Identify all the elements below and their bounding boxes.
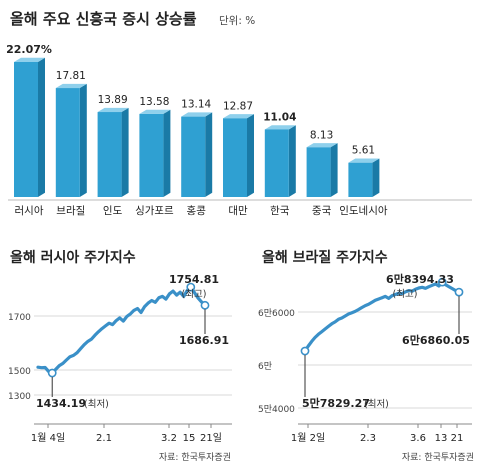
bar-3 xyxy=(139,114,163,197)
bar-value-label-2: 13.89 xyxy=(98,94,128,106)
x-tick-label-0: 1월 4일 xyxy=(31,432,65,444)
bar-side-7 xyxy=(331,143,338,197)
bar-value-label-3: 13.58 xyxy=(139,96,169,108)
brazil-chart-title: 올해 브라질 주가지수 xyxy=(262,249,388,266)
y-tick-label-2: 1700 xyxy=(8,313,31,323)
low-value-label: 1434.19 xyxy=(36,397,86,410)
bar-7 xyxy=(307,147,331,197)
brazil-source-note: 자료: 한국투자증권 xyxy=(402,451,474,463)
russia-chart-title: 올해 러시아 주가지수 xyxy=(10,249,136,266)
x-tick-label-1: 2.3 xyxy=(360,433,376,444)
bar-6 xyxy=(265,129,289,197)
y-tick-label-0: 1300 xyxy=(8,392,31,402)
bar-8 xyxy=(348,163,372,197)
y-tick-label-1: 1500 xyxy=(8,367,31,377)
bar-side-4 xyxy=(205,112,212,197)
russia-index-line-chart: 올해 러시아 주가지수 1300 1500 1700 1월 4일 2.1 3.2 15 21일… xyxy=(0,235,240,471)
high-value-label: 1754.81 xyxy=(169,273,219,286)
bar-category-label-5: 대만 xyxy=(228,205,248,217)
bar-side-0 xyxy=(38,58,45,197)
bar-2 xyxy=(98,112,122,197)
bar-side-3 xyxy=(163,110,170,197)
bar-chart-title: 올해 주요 신흥국 증시 상승률 xyxy=(10,10,197,28)
bar-side-5 xyxy=(247,114,254,197)
bar-1 xyxy=(56,88,80,197)
high-value-label: 6만8394.33 xyxy=(386,272,454,286)
x-tick-label-4: 21일 xyxy=(200,432,222,444)
bar-side-1 xyxy=(80,84,87,197)
low-point-marker xyxy=(49,369,56,376)
low-note-label: (최저) xyxy=(364,399,389,410)
x-tick-label-2: 3.6 xyxy=(410,433,426,444)
bar-value-label-8: 5.61 xyxy=(352,145,375,157)
bar-category-label-4: 홍콩 xyxy=(187,204,207,217)
index-series-line xyxy=(38,287,205,373)
low-note-label: (최저) xyxy=(84,399,109,410)
last-point-marker xyxy=(201,302,208,309)
last-point-marker xyxy=(455,289,462,296)
bar-category-label-0: 러시아 xyxy=(15,205,44,217)
russia-source-note: 자료: 한국투자증권 xyxy=(159,451,231,463)
bar-category-label-1: 브라질 xyxy=(56,205,85,217)
bar-value-label-4: 13.14 xyxy=(181,99,211,111)
bar-category-label-3: 싱가포르 xyxy=(135,205,174,217)
low-point-marker xyxy=(301,347,308,354)
x-tick-label-0: 1월 2일 xyxy=(291,432,325,444)
y-tick-label-1: 6만 xyxy=(258,361,272,372)
bar-value-label-7: 8.13 xyxy=(310,129,333,141)
high-note-label: (최고) xyxy=(182,289,207,300)
bar-4 xyxy=(181,117,205,197)
y-tick-label-2: 6만6000 xyxy=(258,308,295,319)
last-value-label: 1686.91 xyxy=(179,334,229,347)
high-note-label: (최고) xyxy=(393,289,418,300)
bar-value-label-1: 17.81 xyxy=(56,70,86,82)
x-tick-label-4: 21 xyxy=(451,433,464,444)
bar-category-label-8: 인도네시아 xyxy=(339,205,388,217)
bar-category-label-2: 인도 xyxy=(103,205,123,217)
low-value-label: 5만7829.27 xyxy=(302,396,370,410)
bar-5 xyxy=(223,118,247,197)
x-tick-label-2: 3.2 xyxy=(161,433,177,444)
brazil-index-line-chart: 올해 브라질 주가지수 5만4000 6만 6만6000 1월 2일 2.3 3.6 13 2… xyxy=(240,235,480,471)
bar-0 xyxy=(14,62,38,197)
x-tick-label-3: 15 xyxy=(183,433,196,444)
bar-category-label-6: 한국 xyxy=(270,205,290,217)
last-value-label: 6만6860.05 xyxy=(402,333,470,347)
y-tick-label-0: 5만4000 xyxy=(258,404,295,415)
bar-value-label-0: 22.07% xyxy=(6,43,52,56)
bar-side-2 xyxy=(122,108,129,197)
x-tick-label-1: 2.1 xyxy=(96,433,112,444)
bar-chart-unit: 단위: % xyxy=(219,14,255,27)
bar-value-label-6: 11.04 xyxy=(263,111,296,123)
emerging-markets-bar-chart: 올해 주요 신흥국 증시 상승률 단위: % 22.07% 러시아 17.81 브라질… xyxy=(0,0,480,235)
bar-side-6 xyxy=(289,125,296,197)
x-tick-label-3: 13 xyxy=(435,433,448,444)
bar-category-label-7: 중국 xyxy=(312,205,332,217)
bar-side-8 xyxy=(372,158,379,197)
bar-value-label-5: 12.87 xyxy=(223,100,253,112)
